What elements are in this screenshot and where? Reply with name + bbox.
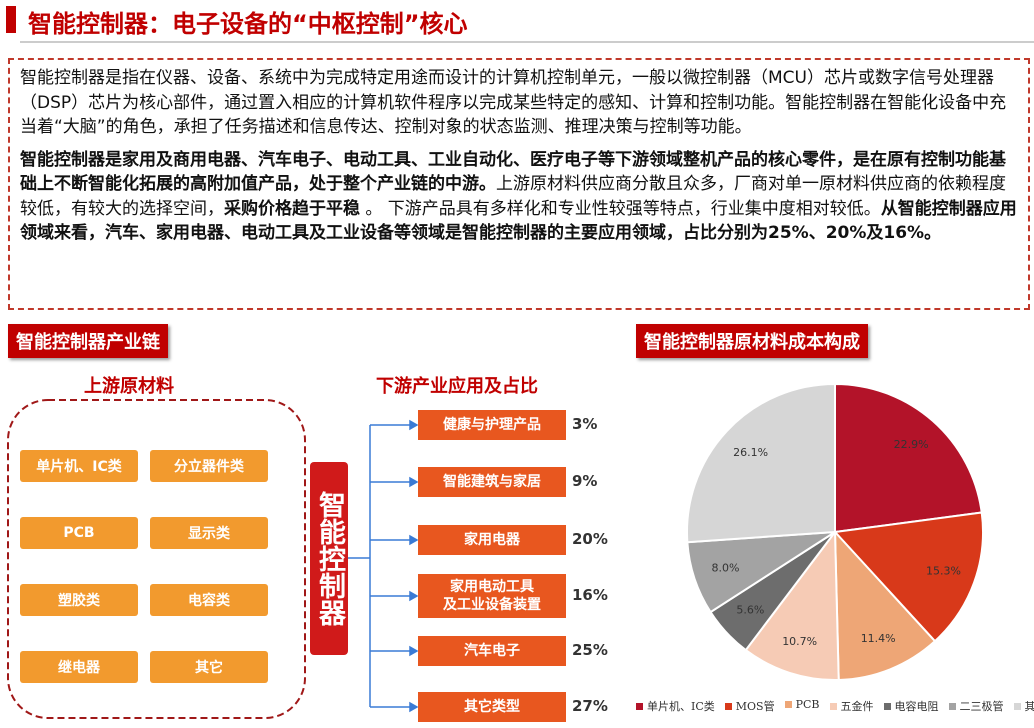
share-label: 3% (572, 415, 598, 433)
legend-swatch (1013, 703, 1021, 710)
center-box: 智能控制器 (310, 462, 348, 655)
arrowhead (409, 419, 419, 431)
downstream-item: 汽车电子 (418, 636, 566, 666)
downstream-item: 家用电器 (418, 525, 566, 555)
downstream-item: 其它类型 (418, 692, 566, 722)
legend-label: 电容电阻 (894, 700, 939, 713)
legend-label: 单片机、IC类 (647, 700, 715, 713)
connectors (348, 419, 419, 713)
downstream-item: 健康与护理产品 (418, 410, 566, 440)
share-label: 20% (572, 530, 608, 548)
page-title: 智能控制器：电子设备的“中枢控制”核心 (28, 10, 468, 38)
legend-label: MOS管 (735, 700, 775, 713)
arrowhead (409, 590, 419, 602)
header-bar (6, 6, 16, 33)
section-label: 智能控制器产业链 (8, 324, 168, 358)
section-label: 智能控制器原材料成本构成 (636, 324, 868, 358)
pie-slice (834, 382, 983, 534)
share-label: 25% (572, 641, 608, 659)
legend: 单片机、IC类 MOS管 PCB 五金件 电容电阻 二三极管 其它 (636, 698, 1034, 714)
pie-slice (744, 529, 840, 681)
legend-label: 五金件 (840, 700, 874, 713)
downstream-item: 家用电动工具 及工业设备装置 (418, 574, 566, 618)
text-run: 智能控制器是家用及商用电器、汽车电子、电动工具、工业自动化、医疗电子等下游领域整… (20, 149, 1006, 195)
upstream-item: 其它 (150, 651, 268, 683)
upstream-frame (7, 399, 306, 719)
arrowhead (409, 476, 419, 488)
upstream-item: 显示类 (150, 517, 268, 549)
slice-label: 8.0% (711, 561, 739, 574)
text-run: 。 下游产品具有多样化和专业性较强等特点，行业集中度相对较低。 (360, 198, 881, 219)
legend-item: 二三极管 (948, 698, 1004, 714)
pie-slice (832, 511, 984, 643)
upstream-item: 电容类 (150, 584, 268, 616)
legend-item: PCB (784, 698, 820, 714)
upstream-item: 塑胶类 (20, 584, 138, 616)
slice-label: 10.7% (782, 635, 817, 648)
legend-label: 其它 (1024, 700, 1034, 713)
text-run: 上游原材料供应商分散且众多，厂商对单一原材料供应商的依赖程度较低，有较大的选择空… (20, 174, 1006, 219)
legend-label: PCB (795, 698, 820, 711)
legend-swatch (724, 703, 732, 710)
legend-item: 其它 (1013, 698, 1034, 714)
text-run: 从智能控制器应用领域来看，汽车、家用电器、电动工具及工业设备等领域是智能控制器的… (20, 198, 1017, 244)
pie-slice (686, 382, 836, 544)
legend-swatch (948, 703, 956, 710)
paragraph: 智能控制器是家用及商用电器、汽车电子、电动工具、工业自动化、医疗电子等下游领域整… (20, 148, 1018, 246)
upstream-item: 单片机、IC类 (20, 450, 138, 482)
upstream-item: 分立器件类 (150, 450, 268, 482)
downstream-item: 智能建筑与家居 (418, 467, 566, 497)
legend-item: 五金件 (829, 698, 874, 714)
upstream-item: PCB (20, 517, 138, 549)
pie-slice (833, 529, 937, 681)
legend-swatch (829, 703, 837, 710)
legend-swatch (636, 703, 643, 710)
legend-label: 二三极管 (959, 700, 1004, 713)
pie: 22.9% 15.3% 11.4% 10.7% 5.6% 8.0% 26.1% (686, 382, 984, 681)
arrowhead (409, 701, 419, 713)
upstream-title: 上游原材料 (84, 376, 174, 397)
slice-label: 22.9% (894, 438, 929, 451)
slice-label: 11.4% (861, 632, 896, 645)
text-run: 采购价格趋于平稳 (224, 198, 360, 219)
legend-swatch (883, 703, 891, 710)
slice-label: 5.6% (736, 603, 764, 616)
intro-box: 智能控制器是指在仪器、设备、系统中为完成特定用途而设计的计算机控制单元，一般以微… (8, 58, 1030, 310)
slice-label: 26.1% (733, 446, 768, 459)
legend-item: 电容电阻 (883, 698, 939, 714)
paragraph: 智能控制器是指在仪器、设备、系统中为完成特定用途而设计的计算机控制单元，一般以微… (20, 68, 1007, 137)
arrowhead (409, 645, 419, 657)
legend-item: MOS管 (724, 698, 775, 714)
arrowhead (409, 534, 419, 546)
legend-swatch (784, 701, 792, 708)
downstream-title: 下游产业应用及占比 (376, 376, 538, 397)
share-label: 9% (572, 472, 598, 490)
legend-item: 单片机、IC类 (636, 698, 715, 714)
slice-label: 15.3% (926, 564, 961, 577)
upstream-item: 继电器 (20, 651, 138, 683)
share-label: 16% (572, 586, 608, 604)
share-label: 27% (572, 697, 608, 715)
